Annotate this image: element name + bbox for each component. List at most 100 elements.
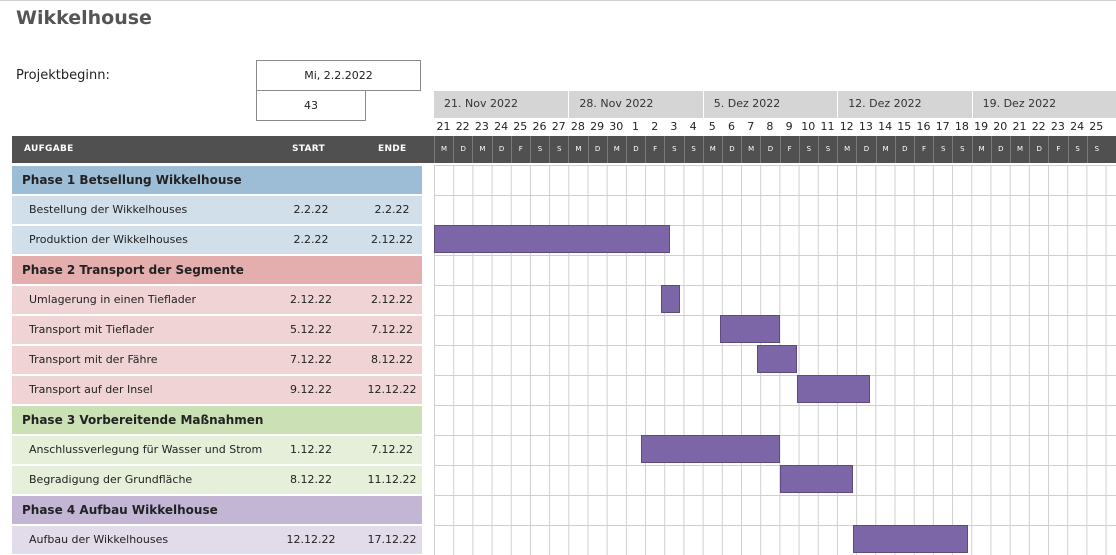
task-label: Aufbau der Wikkelhouses <box>29 533 169 546</box>
weekday-letter: D <box>626 136 645 163</box>
weekday-letter: D <box>453 136 472 163</box>
gantt-bar[interactable] <box>779 465 853 493</box>
week-label: 5. Dez 2022 <box>702 91 837 118</box>
page-title: Wikkelhouse <box>16 7 152 29</box>
task-row[interactable]: Transport mit Tieflader 5.12.22 7.12.22 <box>12 316 422 346</box>
day-number: 10 <box>801 120 816 133</box>
phase-row[interactable]: Phase 1 Betsellung Wikkelhouse <box>12 166 422 196</box>
weekday-letter: D <box>587 136 607 163</box>
task-row[interactable]: Anschlussverlegung für Wasser und Strom 1… <box>12 436 422 466</box>
gantt-bar[interactable] <box>434 225 671 253</box>
weekday-letter: F <box>779 136 799 163</box>
day-number: 23 <box>474 120 489 133</box>
day-number: 24 <box>1070 120 1085 133</box>
task-row[interactable]: Aufbau der Wikkelhouses 12.12.22 17.12.22 <box>12 526 422 555</box>
week-label: 28. Nov 2022 <box>568 91 702 118</box>
project-start-label: Projektbeginn: <box>16 68 110 83</box>
day-number: 6 <box>728 120 735 133</box>
day-number: 29 <box>590 120 605 133</box>
project-start-date-cell[interactable]: Mi, 2.2.2022 <box>256 60 421 91</box>
top-border <box>0 0 1116 1</box>
day-number: 22 <box>1031 120 1046 133</box>
week-label: 21. Nov 2022 <box>444 97 518 110</box>
weekday-letter: S <box>1067 136 1087 163</box>
gantt-bar[interactable] <box>796 375 870 403</box>
weekday-letter: M <box>1010 136 1029 163</box>
task-end-date: 2.2.22 <box>374 203 410 216</box>
day-number: 4 <box>689 120 697 133</box>
phase-row[interactable]: Phase 3 Vorbereitende Maßnahmen <box>12 406 422 436</box>
gantt-bar[interactable] <box>720 315 780 343</box>
gantt-bar[interactable] <box>660 285 680 313</box>
task-start-date: 12.12.22 <box>286 533 336 546</box>
weekday-letter: D <box>491 136 511 163</box>
day-number: 1 <box>632 120 639 133</box>
day-number: 25 <box>513 120 528 133</box>
task-label: Begradigung der Grundfläche <box>29 473 193 486</box>
week-label: 12. Dez 2022 <box>837 91 971 118</box>
day-number: 20 <box>993 120 1008 133</box>
column-header-row <box>12 136 1116 163</box>
weekday-letter: S <box>952 136 971 163</box>
task-row[interactable]: Transport auf der Insel 9.12.22 12.12.22 <box>12 376 422 406</box>
task-label: Anschlussverlegung für Wasser und Strom <box>29 443 263 456</box>
task-start-date: 8.12.22 <box>290 473 332 486</box>
task-start-date: 7.12.22 <box>290 353 332 366</box>
weekday-letter: D <box>760 136 779 163</box>
task-label: Umlagerung in einen Tieflader <box>29 293 196 306</box>
weekday-letter: S <box>549 136 568 163</box>
weekday-letter: D <box>894 136 914 163</box>
day-number: 28 <box>570 120 585 133</box>
task-end-date: 2.12.22 <box>371 233 413 246</box>
weekday-letter: M <box>971 136 991 163</box>
weekday-letter: S <box>664 136 683 163</box>
column-header-task: AUFGABE <box>24 144 74 154</box>
phase-label: Phase 4 Aufbau Wikkelhouse <box>22 503 218 517</box>
phase-row[interactable]: Phase 2 Transport der Segmente <box>12 256 422 286</box>
gantt-bar[interactable] <box>641 435 780 463</box>
task-row[interactable]: Transport mit der Fähre 7.12.22 8.12.22 <box>12 346 422 376</box>
day-number: 22 <box>455 120 470 133</box>
weekday-letter: M <box>837 136 856 163</box>
weekday-letter: F <box>510 136 530 163</box>
task-start-date: 2.12.22 <box>290 293 332 306</box>
task-end-date: 17.12.22 <box>367 533 417 546</box>
gantt-bar[interactable] <box>852 525 968 553</box>
weekday-letter: S <box>818 136 837 163</box>
gantt-bar[interactable] <box>756 345 797 373</box>
task-start-date: 5.12.22 <box>290 323 332 336</box>
weekday-letter: D <box>856 136 875 163</box>
weekday-letter: D <box>990 136 1010 163</box>
task-label: Transport auf der Insel <box>29 383 153 396</box>
phase-label: Phase 1 Betsellung Wikkelhouse <box>22 173 242 187</box>
phase-label: Phase 3 Vorbereitende Maßnahmen <box>22 413 264 427</box>
day-number: 7 <box>747 120 755 133</box>
day-number: 19 <box>974 120 989 133</box>
task-start-date: 1.12.22 <box>290 443 332 456</box>
day-number: 3 <box>670 120 678 133</box>
day-number: 8 <box>766 120 774 133</box>
task-row[interactable]: Begradigung der Grundfläche 8.12.22 11.12.… <box>12 466 422 496</box>
phase-label: Phase 2 Transport der Segmente <box>22 263 244 277</box>
weekday-letter: F <box>914 136 933 163</box>
task-row[interactable]: Umlagerung in einen Tieflader 2.12.22 2.12… <box>12 286 422 316</box>
day-number: 9 <box>785 120 793 133</box>
day-number: 23 <box>1050 120 1065 133</box>
task-row[interactable]: Bestellung der Wikkelhouses 2.2.22 2.2.22 <box>12 196 422 226</box>
day-number: 17 <box>935 120 950 133</box>
day-number: 24 <box>494 120 509 133</box>
column-header-end: ENDE <box>378 144 407 154</box>
weekday-letter: F <box>1048 136 1067 163</box>
day-number: 15 <box>897 120 912 133</box>
day-number: 18 <box>954 120 969 133</box>
weekday-letter: M <box>434 136 453 163</box>
weekday-letter: D <box>1029 136 1048 163</box>
day-number: 21 <box>436 120 451 133</box>
column-header-start: START <box>292 144 326 154</box>
task-label: Transport mit Tieflader <box>29 323 154 336</box>
project-week-cell[interactable]: 43 <box>256 90 366 121</box>
week-header-band <box>434 91 1116 118</box>
phase-row[interactable]: Phase 4 Aufbau Wikkelhouse <box>12 496 422 526</box>
task-label: Produktion der Wikkelhouses <box>29 233 188 246</box>
task-row[interactable]: Produktion der Wikkelhouses 2.2.22 2.12.22 <box>12 226 422 256</box>
